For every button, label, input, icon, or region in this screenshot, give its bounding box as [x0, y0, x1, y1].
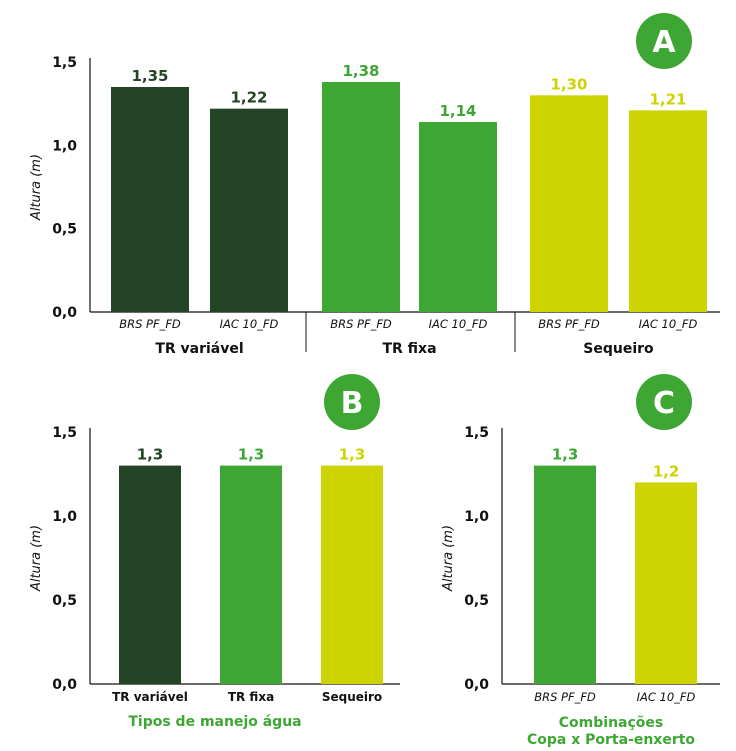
x-axis-title-line: Combinações	[559, 715, 663, 731]
y-axis-label: Altura (m)	[29, 525, 44, 592]
bar	[321, 465, 383, 684]
x-category-label: Sequeiro	[322, 690, 382, 704]
bar-value-label: 1,2	[653, 462, 680, 480]
x-category-label: BRS PF_FD	[330, 317, 392, 331]
panel-badge-letter: B	[341, 386, 364, 421]
bar	[210, 108, 288, 313]
bar-value-label: 1,3	[137, 446, 164, 464]
panel-badge-letter: C	[653, 386, 675, 421]
bar	[220, 465, 282, 684]
bar-value-label: 1,14	[439, 102, 476, 120]
x-category-label: BRS PF_FD	[119, 317, 181, 331]
bar	[635, 482, 697, 684]
bar	[530, 95, 608, 312]
y-tick-label: 1,0	[464, 509, 489, 525]
y-axis-label: Altura (m)	[29, 154, 44, 221]
group-label: Sequeiro	[583, 341, 654, 357]
x-category-label: IAC 10_FD	[639, 317, 698, 331]
bar-value-label: 1,3	[339, 446, 366, 464]
bar-value-label: 1,21	[649, 90, 686, 108]
bar	[111, 87, 189, 312]
bar	[322, 82, 400, 312]
y-tick-label: 1,0	[52, 509, 77, 525]
y-tick-label: 0,5	[464, 593, 489, 609]
y-tick-label: 1,0	[52, 138, 77, 154]
x-category-label: TR fixa	[228, 690, 274, 704]
x-axis-title: Tipos de manejo água	[128, 714, 301, 730]
bar-value-label: 1,22	[230, 89, 267, 107]
x-category-label: BRS PF_FD	[534, 690, 596, 704]
x-category-label: IAC 10_FD	[220, 317, 279, 331]
x-category-label: IAC 10_FD	[429, 317, 488, 331]
bar	[534, 465, 596, 684]
y-tick-label: 0,5	[52, 222, 77, 238]
group-label: TR variável	[155, 341, 243, 357]
bar	[119, 465, 181, 684]
group-label: TR fixa	[382, 341, 436, 357]
x-axis-title-line: Copa x Porta-enxerto	[527, 732, 695, 748]
y-tick-label: 0,0	[464, 677, 489, 693]
y-tick-label: 1,5	[52, 55, 77, 71]
bar-value-label: 1,38	[342, 62, 379, 80]
y-tick-label: 0,5	[52, 593, 77, 609]
y-tick-label: 1,5	[464, 425, 489, 441]
bar-value-label: 1,3	[552, 446, 579, 464]
x-category-label: IAC 10_FD	[637, 690, 696, 704]
bar	[419, 122, 497, 312]
y-axis-label: Altura (m)	[441, 525, 456, 592]
x-category-label: TR variável	[112, 690, 188, 704]
y-tick-label: 0,0	[52, 677, 77, 693]
bar-value-label: 1,35	[131, 67, 168, 85]
bar-value-label: 1,3	[238, 446, 265, 464]
bar-value-label: 1,30	[550, 75, 587, 93]
panel-badge-B	[324, 374, 380, 430]
panel-badge-letter: A	[652, 25, 676, 60]
panel-badge-A	[636, 13, 692, 69]
panel-badge-C	[636, 374, 692, 430]
bar	[629, 110, 707, 312]
y-tick-label: 1,5	[52, 425, 77, 441]
x-category-label: BRS PF_FD	[538, 317, 600, 331]
y-tick-label: 0,0	[52, 305, 77, 321]
